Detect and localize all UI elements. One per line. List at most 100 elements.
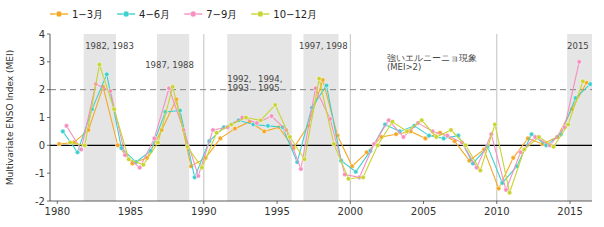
reference-line [50, 145, 592, 146]
y-tick [47, 61, 50, 62]
series-point [170, 85, 175, 90]
series-point [258, 118, 263, 123]
y-tick-label: 0 [39, 140, 45, 151]
series-point [493, 122, 498, 127]
series-point [214, 131, 219, 136]
y-tick-label: 4 [39, 29, 45, 40]
annotation: 1987, 1988 [145, 60, 194, 70]
series-point [449, 128, 454, 133]
y-tick [47, 145, 50, 146]
series-point [68, 140, 73, 145]
series-point [141, 163, 146, 168]
axes: 19801985199019952000200520102015-2-10123… [35, 29, 592, 218]
series-point [353, 169, 358, 174]
y-tick [47, 117, 50, 118]
series-point [317, 76, 322, 81]
y-tick-label: 3 [39, 56, 45, 67]
x-tick [570, 201, 571, 204]
series-point [233, 126, 238, 131]
series-point [104, 72, 109, 77]
x-tick-label: 1985 [118, 206, 143, 217]
legend-marker [123, 11, 129, 17]
x-tick [496, 201, 497, 204]
series-point [57, 142, 62, 147]
series-point [200, 165, 205, 170]
series-point [324, 83, 329, 88]
series-point [507, 190, 512, 195]
series-point [577, 60, 582, 65]
x-tick [57, 201, 58, 204]
legend-marker [257, 11, 263, 17]
series-point [196, 174, 201, 179]
annotation: 1982, 1983 [85, 41, 134, 51]
legend-label: 4−6月 [139, 9, 170, 20]
series-point [269, 114, 274, 119]
series-point [581, 79, 586, 84]
series-point [156, 140, 161, 145]
x-tick-label: 2005 [411, 206, 436, 217]
annotation: 1992,1993 [227, 74, 251, 93]
y-tick-label: 2 [39, 84, 45, 95]
series-point [79, 147, 84, 152]
series-point [478, 168, 483, 173]
series-point [537, 135, 542, 140]
series-point [244, 115, 249, 120]
series-point [551, 144, 556, 149]
series-point [445, 133, 450, 138]
legend-marker [56, 11, 62, 17]
series-line [66, 62, 579, 190]
legend: 1−3月 4−6月 7−9月 10−12月 [50, 9, 317, 20]
series-line [70, 65, 583, 193]
shaded-region [227, 34, 291, 201]
x-tick [350, 201, 351, 204]
y-tick [47, 201, 50, 202]
x-axis-line [50, 201, 592, 202]
annotation: 強いエルニーニョ現象(MEI>2) [387, 53, 477, 72]
series-point [427, 133, 432, 138]
series-point [288, 135, 293, 140]
series-point [64, 124, 69, 129]
x-tick [277, 201, 278, 204]
series-point [299, 167, 304, 172]
y-tick [47, 89, 50, 90]
annotation: 1997, 1998 [299, 41, 348, 51]
x-tick [130, 201, 131, 204]
legend-label: 10−12月 [273, 9, 317, 20]
chart: 19801985199019952000200520102015-2-10123… [0, 0, 604, 227]
reference-line [50, 89, 592, 90]
series-point [463, 143, 468, 148]
series-point [434, 135, 439, 140]
x-tick [423, 201, 424, 204]
series-line [63, 74, 590, 183]
x-tick-label: 1990 [191, 206, 216, 217]
x-tick [203, 201, 204, 204]
legend-label: 1−3月 [72, 9, 103, 20]
series-point [229, 122, 234, 127]
series-point [332, 142, 337, 147]
series-point [390, 119, 395, 124]
series-point [61, 129, 66, 134]
series-point [302, 157, 307, 162]
x-tick-label: 2010 [484, 206, 509, 217]
series-point [375, 143, 380, 148]
series-point [419, 118, 424, 123]
series-point [218, 136, 223, 141]
annotations: 1982, 1983 1987, 1988 1992,1993 1994,1995 19… [85, 41, 589, 93]
series-point [401, 135, 406, 140]
series-point [185, 144, 190, 149]
vertical-line [203, 34, 204, 201]
series-point [588, 82, 592, 87]
series-point [273, 103, 278, 108]
series-point [126, 157, 131, 162]
series-point [266, 124, 271, 129]
legend-marker [190, 11, 196, 17]
annotation: 1994,1995 [258, 74, 282, 93]
series-point [97, 62, 102, 67]
x-tick-label: 1995 [264, 206, 289, 217]
series-point [346, 176, 351, 181]
series-point [361, 175, 366, 180]
series-point [522, 147, 527, 152]
y-tick-label: -1 [35, 168, 45, 179]
legend-label: 7−9月 [206, 9, 237, 20]
series-point [112, 107, 117, 112]
